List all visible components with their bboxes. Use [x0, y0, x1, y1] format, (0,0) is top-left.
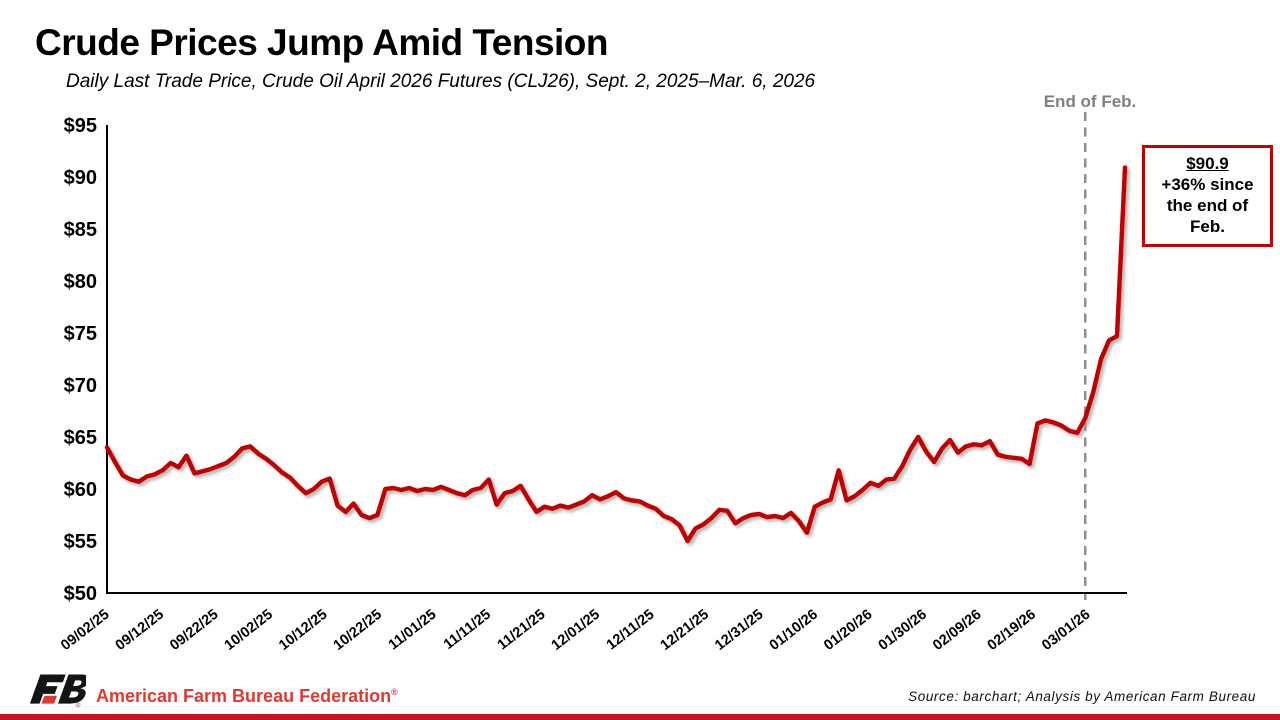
page-title: Crude Prices Jump Amid Tension: [35, 22, 609, 63]
bottom-accent-bar: [0, 714, 1280, 720]
x-tick-label: 01/20/26: [821, 607, 875, 654]
x-tick-label: 09/12/25: [113, 607, 167, 654]
y-tick-label: $75: [64, 323, 97, 345]
brand-name: American Farm Bureau Federation®: [96, 686, 398, 707]
x-tick-label: 03/01/26: [1039, 607, 1093, 654]
x-tick-label: 11/21/25: [495, 607, 549, 654]
y-tick-label: $85: [64, 219, 97, 241]
y-tick-label: $80: [64, 271, 97, 293]
x-tick-label: 10/22/25: [331, 607, 385, 654]
source-note: Source: barchart; Analysis by American F…: [908, 689, 1256, 704]
y-tick-label: $95: [64, 115, 97, 137]
x-tick-label: 12/31/25: [712, 607, 766, 654]
y-tick-label: $90: [64, 167, 97, 189]
y-tick-label: $50: [64, 583, 97, 605]
y-tick-label: $65: [64, 427, 97, 449]
x-tick-label: 09/02/25: [58, 607, 112, 654]
brand-name-text: American Farm Bureau Federation: [96, 686, 392, 706]
y-tick-label: $60: [64, 479, 97, 501]
price-callout-box: $90.9 +36% since the end of Feb.: [1142, 145, 1273, 247]
price-line-series: [104, 165, 1128, 544]
x-tick-label: 11/01/25: [386, 607, 440, 654]
logo-registered-mark: ®: [75, 701, 80, 709]
x-tick-label: 09/22/25: [167, 607, 221, 654]
x-tick-label: 02/09/26: [930, 607, 984, 654]
x-tick-label: 12/01/25: [549, 607, 603, 654]
x-tick-label: 02/19/26: [985, 607, 1039, 654]
callout-value: $90.9: [1186, 154, 1229, 173]
afbf-logo: ®: [29, 674, 86, 709]
x-tick-label: 10/02/25: [222, 607, 276, 654]
x-tick-label: 10/12/25: [276, 607, 330, 654]
axis-lines: [106, 125, 1127, 594]
brand-registered-mark: ®: [391, 687, 398, 697]
end-of-feb-label: End of Feb.: [1043, 92, 1137, 111]
callout-note: +36% since the end of Feb.: [1161, 175, 1254, 236]
x-tick-label: 11/11/25: [441, 607, 494, 653]
y-tick-label: $55: [64, 531, 97, 553]
x-tick-label: 01/10/26: [767, 607, 821, 654]
y-tick-label: $70: [64, 375, 97, 397]
x-tick-label: 12/11/25: [604, 607, 658, 654]
x-tick-label: 12/21/25: [658, 607, 712, 654]
x-tick-label: 01/30/26: [876, 607, 930, 654]
chart-subtitle: Daily Last Trade Price, Crude Oil April …: [66, 71, 816, 92]
